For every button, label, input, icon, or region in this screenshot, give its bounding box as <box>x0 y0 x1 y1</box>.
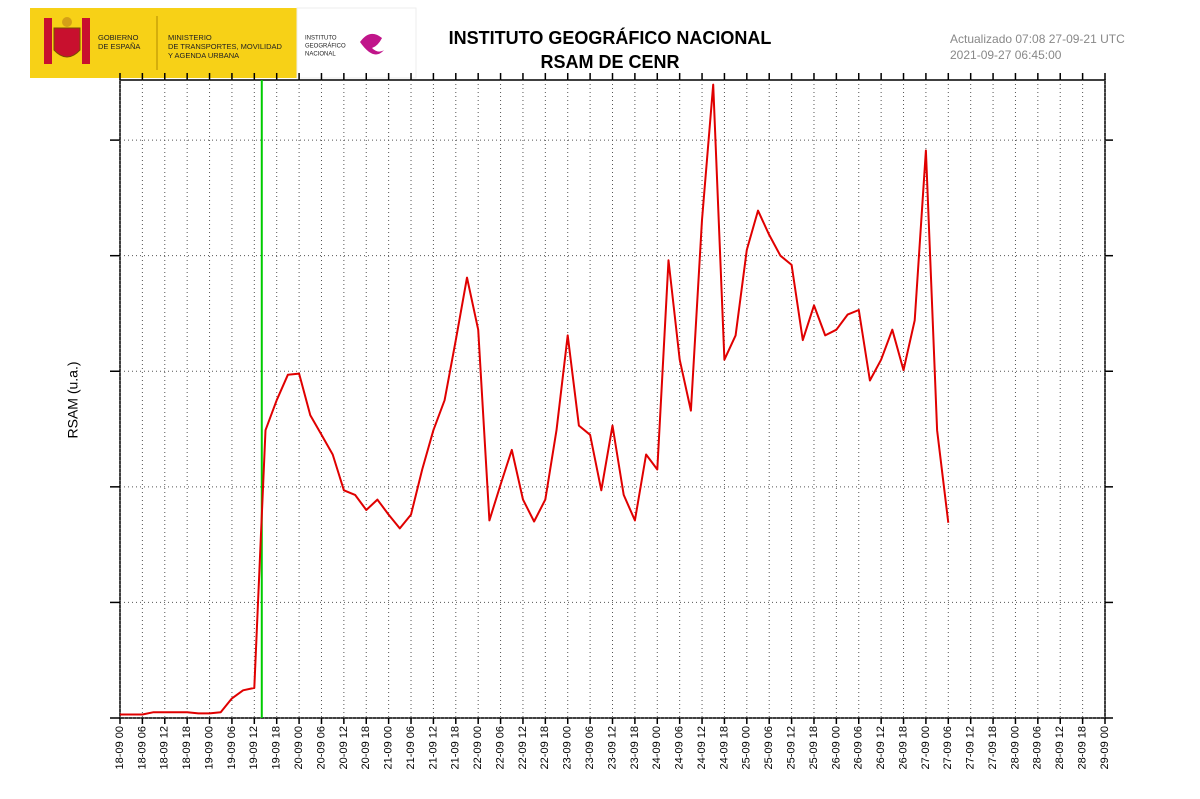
x-tick-label: 18-09 12 <box>159 726 171 769</box>
y-axis-label: RSAM (u.a.) <box>65 361 81 438</box>
ministry-text: MINISTERIO <box>168 33 212 42</box>
x-tick-label: 27-09 12 <box>965 726 977 769</box>
x-tick-label: 19-09 18 <box>271 726 283 769</box>
x-tick-label: 24-09 00 <box>651 726 663 769</box>
x-tick-label: 19-09 00 <box>203 726 215 769</box>
x-tick-label: 27-09 06 <box>942 726 954 769</box>
x-tick-label: 28-09 06 <box>1032 726 1044 769</box>
ign-icon <box>360 33 384 55</box>
x-tick-label: 22-09 18 <box>539 726 551 769</box>
x-tick-label: 27-09 00 <box>920 726 932 769</box>
x-tick-label: 18-09 00 <box>114 726 126 769</box>
coat-of-arms <box>44 17 90 64</box>
x-tick-label: 20-09 18 <box>360 726 372 769</box>
x-tick-label: 29-09 00 <box>1099 726 1111 769</box>
x-tick-label: 25-09 18 <box>808 726 820 769</box>
institute-banner <box>296 7 417 79</box>
x-tick-label: 24-09 06 <box>674 726 686 769</box>
x-tick-label: 26-09 18 <box>897 726 909 769</box>
x-tick-label: 25-09 00 <box>741 726 753 769</box>
x-tick-label: 23-09 12 <box>606 726 618 769</box>
x-tick-label: 23-09 18 <box>629 726 641 769</box>
x-tick-label: 25-09 12 <box>785 726 797 769</box>
x-tick-label: 23-09 00 <box>562 726 574 769</box>
chart-subtitle: RSAM DE CENR <box>540 52 679 72</box>
x-tick-label: 26-09 12 <box>875 726 887 769</box>
x-tick-label: 21-09 18 <box>450 726 462 769</box>
rsam-line <box>120 83 950 716</box>
x-tick-label: 21-09 06 <box>405 726 417 769</box>
gov-text: DE ESPAÑA <box>98 42 140 51</box>
updated-note: Actualizado 07:08 27-09-21 UTC <box>950 32 1125 46</box>
x-tick-label: 26-09 06 <box>853 726 865 769</box>
x-tick-label: 26-09 00 <box>830 726 842 769</box>
x-tick-label: 25-09 06 <box>763 726 775 769</box>
x-tick-label: 20-09 12 <box>338 726 350 769</box>
x-tick-label: 18-09 06 <box>136 726 148 769</box>
x-tick-label: 24-09 18 <box>718 726 730 769</box>
chart-title: INSTITUTO GEOGRÁFICO NACIONAL <box>449 27 772 48</box>
plot-frame <box>119 79 1106 719</box>
institute-text: GEOGRÁFICO <box>305 43 346 50</box>
x-tick-label: 20-09 06 <box>315 726 327 769</box>
x-tick-label: 21-09 12 <box>427 726 439 769</box>
x-tick-label: 23-09 06 <box>584 726 596 769</box>
x-tick-label: 19-09 06 <box>226 726 238 769</box>
x-tick-label: 24-09 12 <box>696 726 708 769</box>
x-tick-label: 19-09 12 <box>248 726 260 769</box>
institute-text: NACIONAL <box>305 52 336 58</box>
x-tick-label: 20-09 00 <box>293 726 305 769</box>
ministry-text: DE TRANSPORTES, MOVILIDAD <box>168 42 282 51</box>
x-tick-label: 28-09 18 <box>1077 726 1089 769</box>
x-tick-label: 22-09 06 <box>494 726 506 769</box>
institute-text: INSTITUTO <box>305 36 337 42</box>
x-tick-label: 22-09 00 <box>472 726 484 769</box>
x-tick-label: 27-09 18 <box>987 726 999 769</box>
timestamp: 2021-09-27 06:45:00 <box>950 48 1062 62</box>
x-tick-label: 18-09 18 <box>181 726 193 769</box>
x-tick-label: 28-09 00 <box>1009 726 1021 769</box>
x-tick-label: 21-09 00 <box>383 726 395 769</box>
gov-text: GOBIERNO <box>98 33 139 42</box>
ministry-text: Y AGENDA URBANA <box>168 51 239 60</box>
x-tick-label: 22-09 12 <box>517 726 529 769</box>
x-tick-label: 28-09 12 <box>1054 726 1066 769</box>
